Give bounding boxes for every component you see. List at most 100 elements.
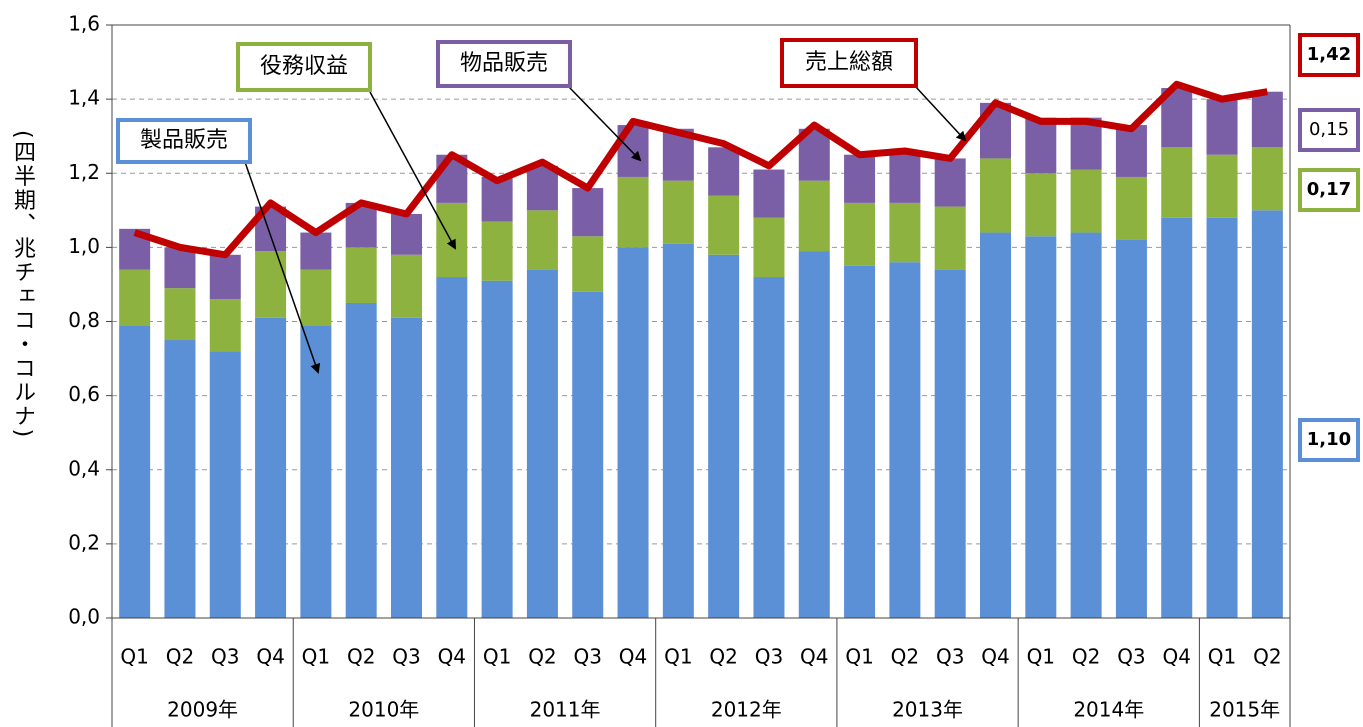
- bar-segment: [391, 317, 422, 618]
- y-tick-label: 1,2: [68, 160, 100, 184]
- callout-arrow: [369, 91, 456, 250]
- bar-segment: [889, 202, 921, 263]
- bar-segment: [572, 188, 604, 237]
- callout-box: [436, 40, 572, 88]
- bar-segment: [572, 291, 604, 618]
- bar-segment: [708, 147, 740, 196]
- value-label-box: [1298, 33, 1360, 77]
- y-tick-label: 1,4: [68, 86, 100, 110]
- x-tick-label: Q1: [1027, 645, 1055, 669]
- bar-segment: [980, 232, 1011, 619]
- x-tick-label: Q1: [1208, 645, 1236, 669]
- legend-entry: 物品販売: [460, 51, 548, 76]
- bar-segment: [1115, 239, 1147, 618]
- x-tick-label: Q2: [166, 645, 194, 669]
- bar-segment: [662, 180, 694, 244]
- bar-segment: [572, 236, 604, 292]
- group-label: 2013年: [892, 698, 963, 722]
- bar-segment: [119, 325, 151, 618]
- bar-segment: [436, 277, 468, 618]
- y-tick-label: 0,6: [68, 382, 100, 406]
- bar-segment: [753, 169, 785, 218]
- bar-segment: [1206, 217, 1238, 618]
- bar-segment: [391, 254, 422, 318]
- legend-entry: 売上総額: [805, 50, 893, 75]
- bar-segment: [798, 180, 830, 252]
- bar-segment: [1070, 169, 1102, 233]
- x-tick-label: Q1: [845, 645, 873, 669]
- x-tick-label: Q3: [211, 645, 239, 669]
- x-tick-label: Q4: [438, 645, 466, 669]
- bar-segment: [209, 351, 241, 618]
- group-label: 2014年: [1073, 698, 1144, 722]
- bar-segment: [164, 340, 196, 618]
- bar-segment: [934, 206, 966, 270]
- value-label-box: [1298, 168, 1360, 212]
- x-tick-label: Q2: [347, 645, 375, 669]
- bar-segment: [481, 221, 513, 281]
- bar-segment: [164, 288, 196, 341]
- bar-segment: [1115, 176, 1147, 240]
- bar-segment: [526, 165, 558, 211]
- x-tick-label: Q3: [573, 645, 601, 669]
- callout-arrow: [914, 85, 967, 142]
- bar-segment: [1115, 125, 1147, 177]
- bar-segment: [345, 247, 377, 303]
- x-tick-label: Q4: [1162, 645, 1190, 669]
- bar-segment: [1025, 117, 1057, 174]
- bar-segment: [1025, 236, 1057, 618]
- group-label: 2012年: [711, 698, 782, 722]
- bar-segment: [889, 151, 921, 203]
- legend-entry: 製品販売: [140, 128, 228, 153]
- bar-segment: [798, 251, 830, 619]
- value-label: 1,10: [1307, 429, 1351, 450]
- bar-segment: [345, 302, 377, 618]
- bar-segment: [526, 269, 558, 618]
- bar-segment: [1206, 99, 1238, 155]
- value-label-box: [1298, 418, 1360, 462]
- bar-segment: [1161, 147, 1193, 218]
- x-tick-label: Q1: [120, 645, 148, 669]
- bar-segment: [255, 251, 287, 318]
- x-tick-label: Q3: [936, 645, 964, 669]
- y-tick-label: 1,6: [68, 12, 100, 36]
- group-label: 2015年: [1209, 698, 1280, 722]
- callout-box: [116, 118, 252, 164]
- bar-segment: [119, 269, 151, 326]
- bar-segment: [617, 247, 649, 618]
- bar-segment: [526, 210, 558, 270]
- y-axis-label: (四半期、兆チェコ・コルナ): [10, 130, 35, 440]
- bar-segment: [753, 217, 785, 278]
- x-tick-label: Q1: [302, 645, 330, 669]
- bar-segment: [1206, 154, 1238, 218]
- bar-segment: [1025, 173, 1057, 237]
- callout-box: [236, 42, 372, 92]
- callout-arrow: [567, 85, 642, 162]
- y-tick-label: 0,8: [68, 308, 100, 332]
- group-label: 2011年: [530, 698, 601, 722]
- bar-segment: [844, 202, 876, 266]
- bar-segment: [209, 254, 241, 300]
- bar-segment: [300, 269, 332, 326]
- x-tick-label: Q2: [1072, 645, 1100, 669]
- total-line: [133, 80, 1268, 259]
- y-tick-label: 0,2: [68, 530, 100, 554]
- bar-segment: [617, 176, 649, 248]
- bar-segment: [708, 195, 740, 255]
- bar-segment: [934, 158, 966, 207]
- x-tick-label: Q4: [256, 645, 284, 669]
- bar-segment: [889, 262, 921, 618]
- bar-segment: [844, 265, 876, 618]
- y-tick-label: 0,4: [68, 456, 100, 480]
- bar-segment: [1251, 210, 1283, 618]
- bar-segment: [255, 317, 287, 618]
- bar-segment: [481, 176, 513, 222]
- value-label: 0,15: [1309, 119, 1349, 140]
- bar-segment: [164, 247, 196, 289]
- bar-segment: [1070, 232, 1102, 619]
- bar-segment: [300, 232, 332, 270]
- value-label: 0,17: [1307, 179, 1351, 200]
- x-tick-label: Q4: [619, 645, 647, 669]
- x-tick-label: Q4: [800, 645, 828, 669]
